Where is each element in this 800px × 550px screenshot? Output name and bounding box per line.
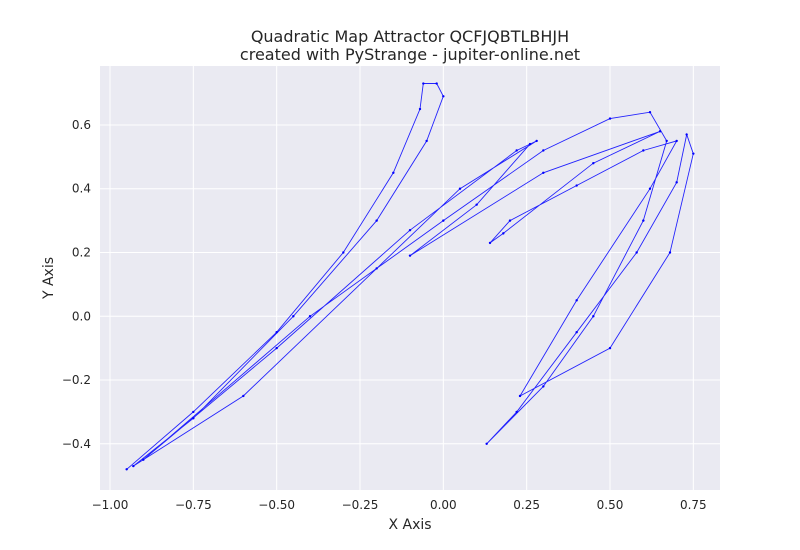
data-point: [132, 464, 135, 468]
data-point: [658, 130, 662, 133]
y-axis-label: Y Axis: [41, 257, 57, 300]
data-point: [502, 232, 505, 235]
data-point: [488, 241, 492, 245]
data-point: [475, 203, 478, 206]
chart-subtitle: created with PyStrange - jupiter-online.…: [240, 45, 580, 64]
data-point: [535, 139, 538, 143]
data-point: [435, 82, 438, 85]
y-tick-label: 0.2: [72, 245, 91, 259]
data-point: [308, 315, 312, 318]
x-tick-label: 0.00: [430, 498, 457, 512]
data-point: [542, 171, 545, 174]
chart-title: Quadratic Map Attractor QCFJQBTLBHJH: [251, 27, 569, 46]
data-point: [508, 219, 512, 222]
x-tick-label: 0.50: [597, 498, 624, 512]
y-tick-labels: −0.4 −0.2 0.0 0.2 0.4 0.6: [62, 118, 91, 451]
data-point: [515, 410, 518, 414]
data-point: [592, 315, 595, 318]
data-point: [692, 152, 695, 155]
data-point: [142, 458, 145, 461]
data-point: [575, 299, 578, 302]
x-tick-label: 0.75: [680, 498, 707, 512]
data-point: [685, 133, 688, 136]
y-tick-label: −0.4: [62, 437, 91, 451]
data-point: [192, 417, 195, 420]
data-point: [575, 184, 578, 187]
data-point: [648, 187, 652, 190]
data-point: [575, 330, 578, 334]
x-axis-label: X Axis: [388, 517, 431, 533]
data-point: [342, 251, 345, 254]
data-point: [292, 315, 295, 318]
data-point: [665, 139, 668, 143]
data-point: [442, 219, 445, 222]
data-point: [408, 228, 412, 232]
data-point: [192, 410, 195, 414]
data-point: [675, 181, 678, 184]
data-point: [242, 394, 245, 398]
data-point: [608, 346, 612, 350]
data-point: [275, 330, 278, 334]
data-point: [408, 254, 412, 257]
data-points: [125, 82, 695, 471]
data-point: [642, 149, 645, 152]
data-point: [675, 139, 678, 143]
data-point: [608, 117, 612, 120]
y-tick-label: 0.6: [72, 118, 91, 132]
x-tick-label: −0.50: [258, 498, 295, 512]
plot-area-background: [100, 66, 720, 490]
data-point: [375, 219, 378, 222]
data-point: [642, 219, 645, 222]
y-tick-label: 0.4: [72, 182, 91, 196]
data-point: [392, 171, 395, 174]
data-point: [592, 162, 595, 165]
x-tick-label: 0.25: [513, 498, 540, 512]
data-point: [458, 187, 462, 190]
data-point: [275, 346, 278, 350]
data-point: [375, 267, 378, 270]
x-tick-labels: −1.00 −0.75 −0.50 −0.25 0.00 0.25 0.50 0.75: [92, 498, 707, 512]
data-point: [648, 111, 652, 114]
data-point: [635, 251, 638, 254]
x-tick-label: −0.75: [175, 498, 212, 512]
data-point: [528, 142, 532, 146]
y-tick-label: 0.0: [72, 309, 91, 323]
data-point: [518, 394, 522, 398]
x-tick-label: −0.25: [342, 498, 379, 512]
grid-lines: [100, 66, 720, 490]
data-point: [425, 139, 428, 143]
data-point: [442, 95, 445, 98]
y-tick-label: −0.2: [62, 373, 91, 387]
data-point: [485, 442, 488, 445]
data-point: [418, 107, 422, 111]
data-point: [542, 149, 545, 152]
x-tick-label: −1.00: [92, 498, 129, 512]
data-point: [542, 385, 545, 388]
data-point: [515, 149, 518, 152]
data-point: [422, 82, 425, 85]
data-point: [125, 468, 128, 471]
data-point: [668, 251, 672, 254]
